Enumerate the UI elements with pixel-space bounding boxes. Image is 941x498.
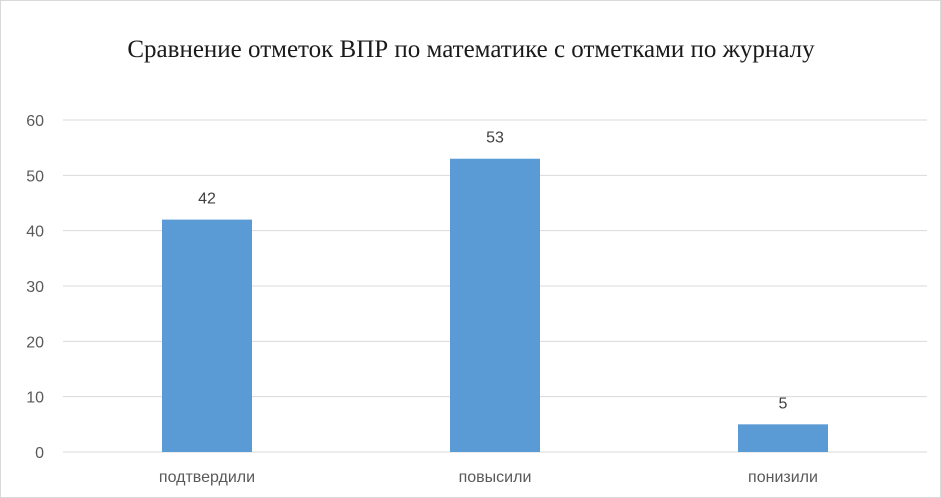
x-tick-label: повысили: [459, 469, 532, 486]
y-tick-label: 40: [26, 224, 44, 241]
x-tick-label: понизили: [748, 469, 818, 486]
x-tick-label: подтвердили: [159, 469, 255, 486]
y-tick-label: 50: [26, 168, 44, 185]
bar: [738, 424, 828, 452]
bar: [450, 158, 540, 452]
y-tick-label: 30: [26, 279, 44, 296]
y-tick-label: 0: [35, 445, 44, 462]
y-tick-label: 60: [26, 113, 44, 130]
y-tick-label: 20: [26, 334, 44, 351]
chart-title: Сравнение отметок ВПР по математике с от…: [127, 36, 815, 63]
data-label: 42: [198, 191, 216, 208]
y-tick-label: 10: [26, 390, 44, 407]
x-axis-ticks: подтвердили повысили понизили: [159, 469, 818, 486]
data-label: 5: [779, 395, 788, 412]
bar: [162, 219, 252, 452]
bars: [162, 158, 828, 452]
y-axis-ticks: 0 10 20 30 40 50 60: [26, 113, 44, 462]
data-labels: 42 53 5: [198, 130, 787, 413]
data-label: 53: [486, 130, 504, 147]
